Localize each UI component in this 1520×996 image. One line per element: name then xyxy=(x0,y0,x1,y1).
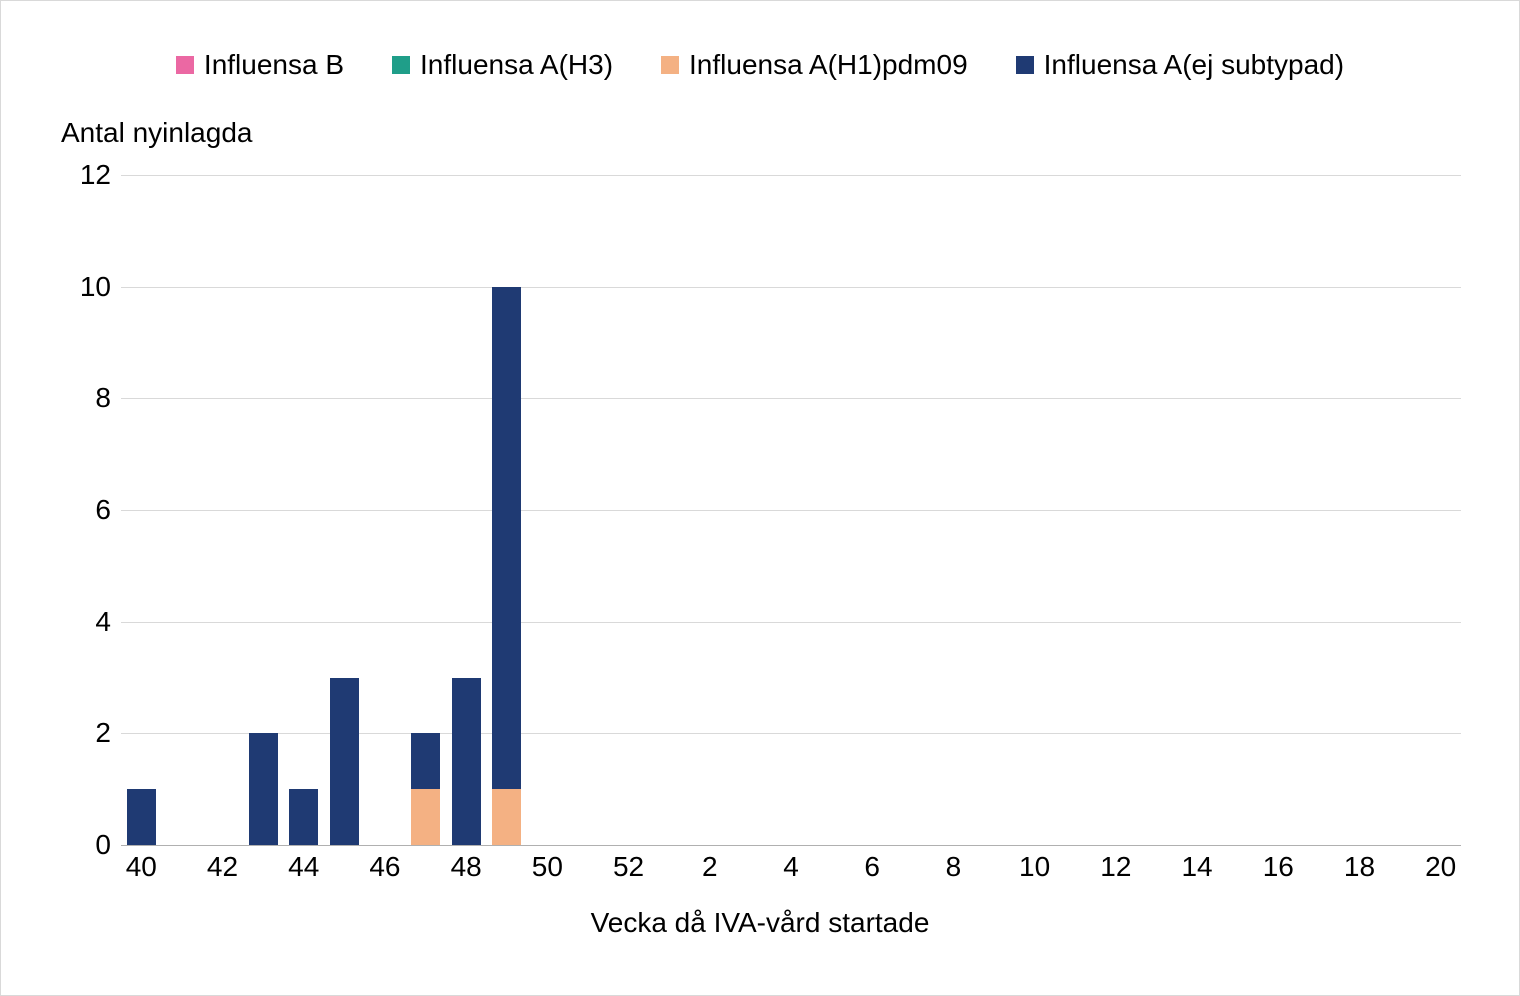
legend-swatch xyxy=(392,56,410,74)
legend-swatch xyxy=(176,56,194,74)
bar-stack xyxy=(452,678,481,846)
y-tick-label: 12 xyxy=(80,159,111,191)
y-tick-label: 8 xyxy=(95,382,111,414)
y-tick-label: 6 xyxy=(95,494,111,526)
gridline xyxy=(121,287,1461,288)
y-axis-title: Antal nyinlagda xyxy=(61,117,252,149)
y-tick-label: 0 xyxy=(95,829,111,861)
bar-segment-influensa-a-ej-subtypad xyxy=(452,678,481,846)
bar-stack xyxy=(330,678,359,846)
x-tick-label: 2 xyxy=(702,851,718,883)
bar-stack xyxy=(127,789,156,845)
bar-segment-influensa-a-ej-subtypad xyxy=(289,789,318,845)
bar-segment-influensa-a-ej-subtypad xyxy=(411,733,440,789)
bar-stack xyxy=(411,733,440,845)
bar-stack xyxy=(249,733,278,845)
x-tick-label: 18 xyxy=(1344,851,1375,883)
y-tick-label: 2 xyxy=(95,717,111,749)
x-axis-title: Vecka då IVA-vård startade xyxy=(1,907,1519,939)
bar-stack xyxy=(289,789,318,845)
legend-label: Influensa A(H3) xyxy=(420,49,613,81)
gridline xyxy=(121,733,1461,734)
legend-item-influensa-a-h1pdm09: Influensa A(H1)pdm09 xyxy=(661,49,968,81)
y-tick-label: 4 xyxy=(95,606,111,638)
bar-segment-influensa-a-h1pdm09 xyxy=(411,789,440,845)
legend-label: Influensa B xyxy=(204,49,344,81)
bar-stack xyxy=(492,287,521,845)
plot-area xyxy=(121,175,1461,846)
x-tick-label: 44 xyxy=(288,851,319,883)
bar-segment-influensa-a-ej-subtypad xyxy=(492,287,521,790)
legend-label: Influensa A(ej subtypad) xyxy=(1044,49,1344,81)
x-tick-label: 46 xyxy=(369,851,400,883)
bar-segment-influensa-a-ej-subtypad xyxy=(330,678,359,846)
gridline xyxy=(121,510,1461,511)
x-tick-label: 50 xyxy=(532,851,563,883)
legend-swatch xyxy=(1016,56,1034,74)
x-tick-label: 10 xyxy=(1019,851,1050,883)
x-tick-label: 12 xyxy=(1100,851,1131,883)
chart-frame: Influensa B Influensa A(H3) Influensa A(… xyxy=(0,0,1520,996)
y-axis-labels: 024681012 xyxy=(1,175,111,845)
x-tick-label: 40 xyxy=(126,851,157,883)
bar-segment-influensa-a-ej-subtypad xyxy=(127,789,156,845)
gridline xyxy=(121,175,1461,176)
legend-label: Influensa A(H1)pdm09 xyxy=(689,49,968,81)
legend-item-influensa-a-h3: Influensa A(H3) xyxy=(392,49,613,81)
legend-swatch xyxy=(661,56,679,74)
gridline xyxy=(121,398,1461,399)
legend-item-influensa-a-ej-subtypad: Influensa A(ej subtypad) xyxy=(1016,49,1344,81)
bar-segment-influensa-a-ej-subtypad xyxy=(249,733,278,845)
x-tick-label: 6 xyxy=(864,851,880,883)
x-tick-label: 48 xyxy=(451,851,482,883)
legend-item-influensa-b: Influensa B xyxy=(176,49,344,81)
x-tick-label: 42 xyxy=(207,851,238,883)
legend: Influensa B Influensa A(H3) Influensa A(… xyxy=(1,49,1519,81)
x-tick-label: 14 xyxy=(1181,851,1212,883)
x-tick-label: 20 xyxy=(1425,851,1456,883)
x-tick-label: 16 xyxy=(1263,851,1294,883)
bar-segment-influensa-a-h1pdm09 xyxy=(492,789,521,845)
x-tick-label: 8 xyxy=(946,851,962,883)
gridline xyxy=(121,622,1461,623)
y-tick-label: 10 xyxy=(80,271,111,303)
x-axis-labels: 404244464850522468101214161820 xyxy=(121,851,1461,891)
x-tick-label: 4 xyxy=(783,851,799,883)
x-tick-label: 52 xyxy=(613,851,644,883)
